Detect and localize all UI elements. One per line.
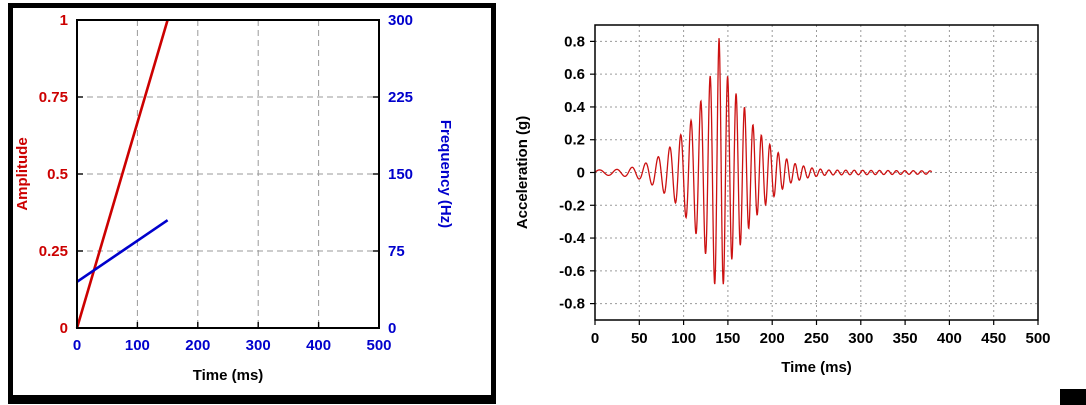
x-tick-label: 0 (73, 337, 81, 354)
y-tick-label: -0.2 (559, 197, 585, 214)
acceleration-panel: 0 50 100 150 200 250 300 350 400 450 500 -0.8 -0.6 -0… (505, 0, 1080, 400)
x-tick-label: 300 (246, 337, 271, 354)
y-tick-label: 0.6 (564, 66, 585, 83)
tick-marks (590, 40, 1039, 325)
x-tick-label: 250 (804, 330, 829, 347)
x-tick-label: 200 (760, 330, 785, 347)
x-tick-label: 450 (981, 330, 1006, 347)
right-tick-label: 75 (388, 243, 405, 260)
y-tick-label: -0.8 (559, 296, 585, 313)
gridlines (77, 20, 379, 328)
x-tick-label: 200 (185, 337, 210, 354)
acceleration-trace (594, 38, 933, 285)
right-axis-title: Frequency (Hz) (437, 120, 454, 228)
x-axis-title: Time (ms) (193, 367, 264, 384)
y-axis-title: Acceleration (g) (514, 116, 531, 229)
gridlines (595, 25, 1038, 320)
tick-labels: 0 100 200 300 400 50000.250.50.75107515022530… (39, 12, 413, 354)
sweep-profile-panel: 0 100 200 300 400 500 0 0.25 0.5 0.75 1 0 75 150 225 30… (8, 3, 496, 404)
right-tick-label: 0 (388, 320, 396, 337)
left-tick-label: 0.75 (39, 89, 68, 106)
y-tick-label: 0 (577, 165, 585, 182)
y-tick-label: -0.4 (559, 230, 586, 247)
amplitude-ramp-line (75, 19, 169, 329)
tick-marks (76, 19, 380, 329)
x-tick-label: 400 (306, 337, 331, 354)
x-tick-label: 100 (125, 337, 150, 354)
right-tick-label: 225 (388, 89, 413, 106)
left-tick-label: 1 (60, 12, 68, 29)
left-tick-label: 0.25 (39, 243, 68, 260)
x-tick-label: 50 (631, 330, 648, 347)
right-tick-label: 150 (388, 166, 413, 183)
y-tick-label: 0.4 (564, 99, 586, 116)
x-tick-label: 300 (848, 330, 873, 347)
sweep-profile-chart: 0 100 200 300 400 50000.250.50.75107515022530… (14, 12, 454, 384)
frequency-ramp-line (76, 219, 169, 283)
x-tick-label: 150 (715, 330, 740, 347)
x-tick-label: 500 (366, 337, 391, 354)
x-axis-title: Time (ms) (781, 359, 852, 376)
x-tick-label: 0 (591, 330, 599, 347)
left-tick-label: 0 (60, 320, 68, 337)
tick-labels: 0 50 100 150 200 250 300 350 400 450 500 -0.8 -0.6 -0… (559, 33, 1050, 347)
y-tick-label: 0.8 (564, 33, 585, 50)
x-tick-label: 350 (893, 330, 918, 347)
y-tick-label: 0.2 (564, 132, 585, 149)
acceleration-chart: 0 50 100 150 200 250 300 350 400 450 500 -0.8 -0.6 -0… (514, 24, 1051, 376)
y-tick-label: -0.6 (559, 263, 585, 280)
x-tick-label: 100 (671, 330, 696, 347)
left-axis-title: Amplitude (14, 137, 31, 210)
x-tick-label: 500 (1025, 330, 1050, 347)
left-tick-label: 0.5 (47, 166, 68, 183)
black-corner-block (1060, 389, 1086, 405)
right-tick-label: 300 (388, 12, 413, 29)
x-tick-label: 400 (937, 330, 962, 347)
